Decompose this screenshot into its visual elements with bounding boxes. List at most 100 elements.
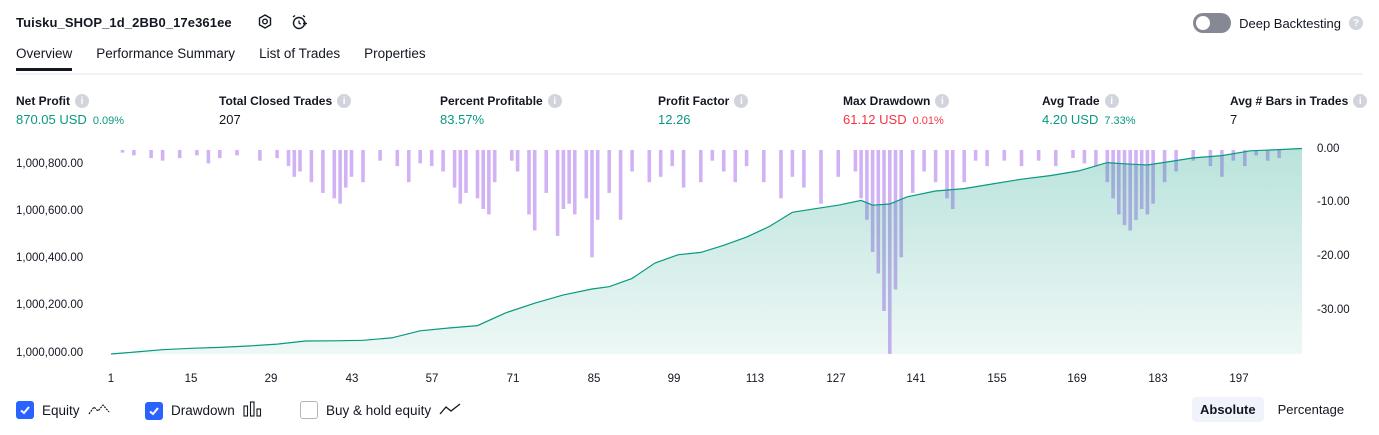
metric-percent-profitable: Percent Profitable i 83.57% [440,94,562,127]
metric-percent: 0.09% [92,115,125,127]
drawdown-bar [321,150,325,193]
drawdown-bar [407,150,411,183]
metric-percent: 7.33% [1104,115,1136,127]
drawdown-bar [584,150,589,199]
drawdown-bar [195,150,199,156]
legend-drawdown[interactable]: Drawdown [145,401,263,420]
drawdown-bar [177,150,182,159]
tab-bar: Overview Performance Summary List of Tra… [16,46,426,71]
drawdown-tick-label: -30.00 [1317,304,1350,316]
drawdown-bar [870,150,875,252]
drawdown-bar [338,150,342,204]
drawdown-bar [292,150,297,177]
drawdown-bar [441,150,445,172]
metric-value: 207 [219,112,241,127]
metric-max-drawdown: Max Drawdown i 61.12 USD 0.01% [843,94,950,127]
drawdown-bar [298,150,302,172]
drawdown-bar [258,150,262,161]
drawdown-bar [699,150,703,183]
drawdown-bar [836,150,840,177]
drawdown-bar [361,150,365,183]
drawdown-bar [962,150,966,183]
drawdown-bar [555,150,560,236]
drawdown-bar [647,150,652,183]
equity-line [110,147,1303,355]
drawdown-bar [744,150,749,167]
drawdown-bar [378,150,382,161]
drawdown-bar [452,150,457,188]
deep-backtesting-control: Deep Backtesting ? [1193,13,1363,33]
metric-label: Profit Factor [658,94,730,108]
metric-value: 870.05 USD [16,112,87,127]
drawdown-bar [1036,150,1041,161]
drawdown-bar [544,150,548,193]
drawdown-bar [733,150,737,183]
metric-value: 83.57% [440,112,485,127]
metric-label: Max Drawdown [843,94,931,108]
drawdown-bar [710,150,715,161]
drawdown-bar [922,150,926,172]
legend-label: Buy & hold equity [326,402,432,418]
tab-divider [16,73,1363,75]
metric-value: 4.20 USD [1042,112,1099,127]
x-tick-label: 43 [345,373,359,385]
x-tick-label: 15 [184,373,198,385]
y-tick-label: 1,000,400.00 [16,252,84,264]
info-icon[interactable]: i [75,94,89,108]
drawdown-bar [945,150,949,199]
metric-label: Avg Trade [1042,94,1100,108]
deep-backtesting-toggle[interactable] [1193,13,1232,33]
info-icon[interactable]: i [1104,94,1119,108]
x-tick-label: 1 [107,373,115,385]
metric-value: 12.26 [658,112,691,127]
legend-label: Drawdown [171,403,235,418]
help-icon[interactable]: ? [1349,16,1363,30]
drawdown-bar [802,150,806,188]
drawdown-bar [235,150,239,156]
x-tick-label: 197 [1229,373,1249,385]
x-tick-label: 127 [826,373,846,385]
legend-equity[interactable]: Equity [16,401,110,419]
trend-line-icon [439,402,461,419]
drawdown-bar [510,150,514,161]
x-tick-label: 85 [587,373,601,385]
tab-performance-summary[interactable]: Performance Summary [96,46,236,61]
drawdown-bar [464,150,468,193]
info-icon[interactable]: i [337,94,352,108]
absolute-option[interactable]: Absolute [1192,397,1264,422]
alarm-clock-icon[interactable] [289,12,309,32]
y-tick-label: 1,000,000.00 [16,347,84,359]
x-tick-label: 169 [1067,373,1087,385]
drawdown-bar [286,150,291,167]
drawdown-bar [475,150,480,199]
drawdown-bar [1019,150,1024,167]
drawdown-bar [492,150,497,183]
metric-percent: 0.01% [912,115,944,127]
tab-overview[interactable]: Overview [16,46,73,71]
x-tick-label: 141 [906,373,926,385]
drawdown-bar [132,150,136,156]
drawdown-bar [487,150,491,215]
info-icon[interactable]: i [734,94,749,108]
tab-properties[interactable]: Properties [364,46,426,61]
settings-icon[interactable] [255,12,275,32]
drawdown-bar [527,150,531,215]
equity-checkbox[interactable] [16,401,34,419]
info-icon[interactable]: i [547,94,562,108]
percentage-option[interactable]: Percentage [1277,402,1345,417]
toggle-knob [1196,16,1211,30]
legend-buy-hold[interactable]: Buy & hold equity [300,401,461,419]
tab-list-of-trades[interactable]: List of Trades [259,46,341,61]
drawdown-checkbox[interactable] [145,401,163,420]
drawdown-bar [120,150,125,153]
info-icon[interactable]: i [1353,94,1368,108]
drawdown-bar [985,150,989,167]
x-tick-label: 99 [667,373,681,385]
metric-label: Net Profit [16,94,70,108]
metric-avg-trade: Avg Trade i 4.20 USD 7.33% [1042,94,1136,127]
drawdown-bar [309,150,314,183]
buy-hold-checkbox[interactable] [300,401,318,419]
equity-line-icon [88,402,110,419]
drawdown-bar [721,150,726,172]
info-icon[interactable]: i [935,94,950,108]
